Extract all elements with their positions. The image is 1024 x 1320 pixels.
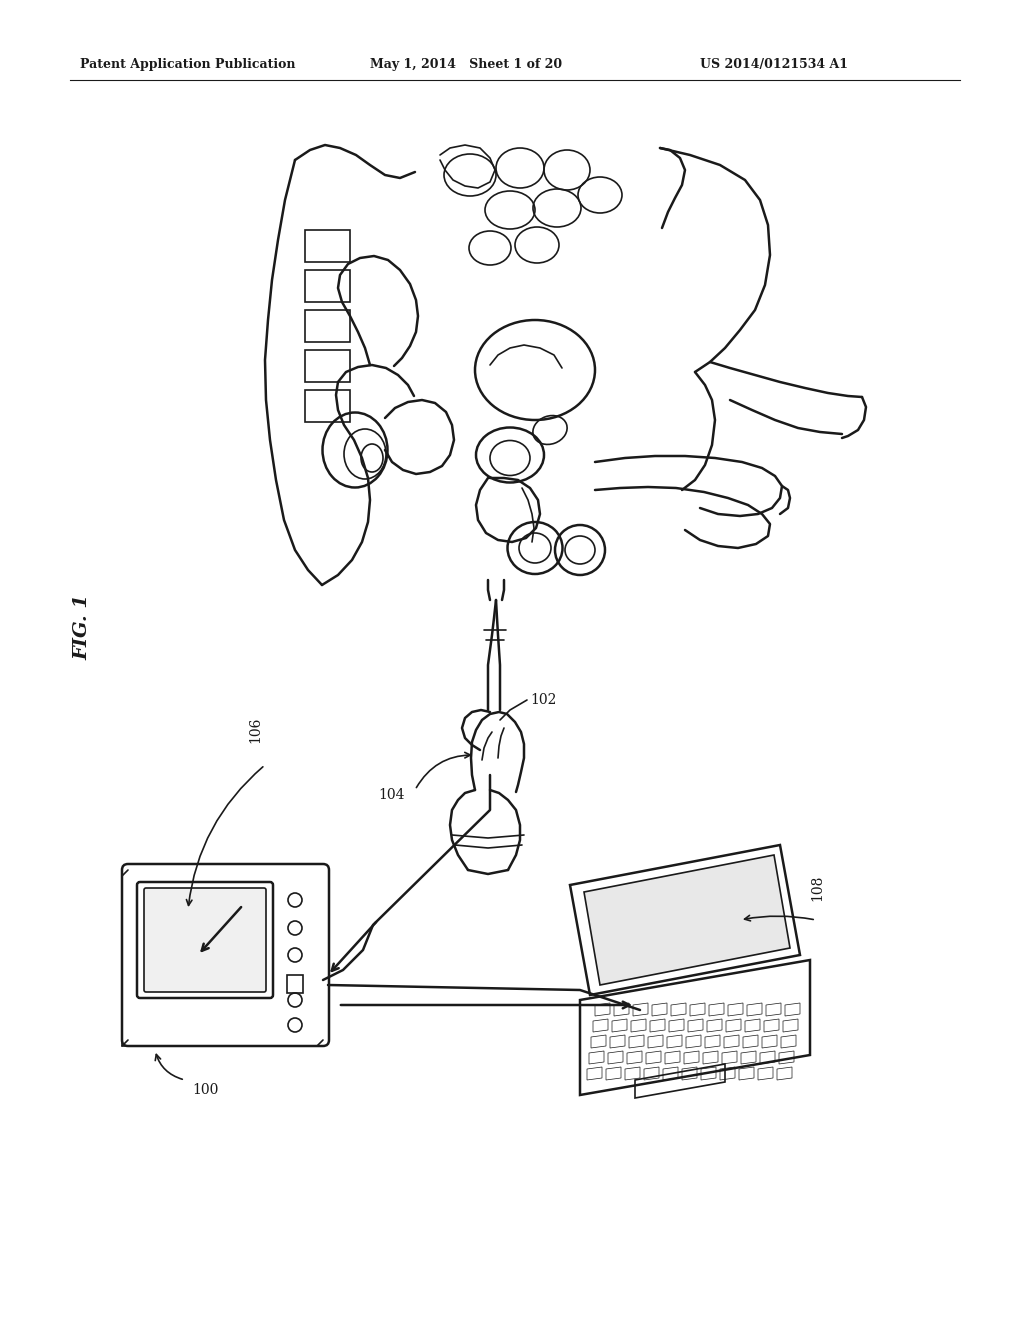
Text: Patent Application Publication: Patent Application Publication xyxy=(80,58,296,71)
Bar xyxy=(287,975,303,993)
Bar xyxy=(305,271,350,302)
Polygon shape xyxy=(580,960,810,1096)
FancyBboxPatch shape xyxy=(144,888,266,993)
Polygon shape xyxy=(584,855,790,985)
Text: May 1, 2014   Sheet 1 of 20: May 1, 2014 Sheet 1 of 20 xyxy=(370,58,562,71)
Text: 104: 104 xyxy=(378,788,404,803)
Bar xyxy=(305,310,350,342)
Bar xyxy=(305,350,350,381)
Text: 106: 106 xyxy=(248,717,262,743)
Bar xyxy=(305,230,350,261)
Bar xyxy=(305,389,350,422)
Text: 100: 100 xyxy=(193,1082,218,1097)
Text: US 2014/0121534 A1: US 2014/0121534 A1 xyxy=(700,58,848,71)
FancyBboxPatch shape xyxy=(122,865,329,1045)
Text: 108: 108 xyxy=(810,875,824,902)
Text: FIG. 1: FIG. 1 xyxy=(73,594,91,660)
Polygon shape xyxy=(570,845,800,995)
FancyBboxPatch shape xyxy=(137,882,273,998)
Text: 102: 102 xyxy=(530,693,556,708)
